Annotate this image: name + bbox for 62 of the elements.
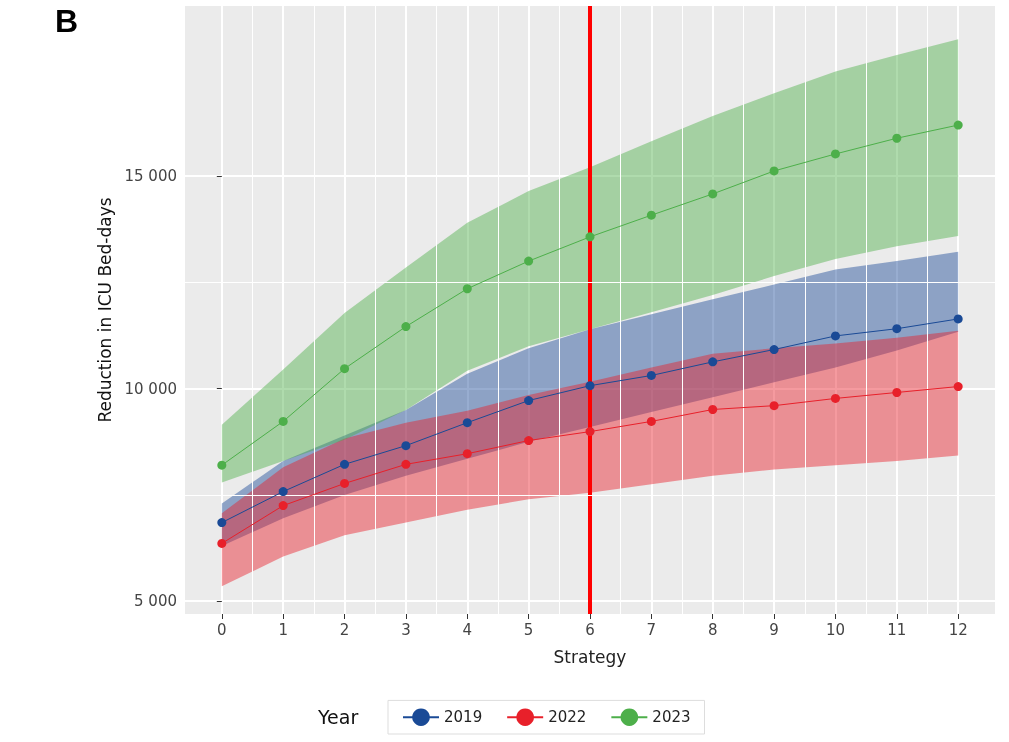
- point: [830, 331, 840, 341]
- point: [401, 322, 411, 332]
- x-axis-title: Strategy: [553, 646, 627, 667]
- point: [217, 460, 227, 470]
- x-tick-label: 8: [707, 620, 718, 639]
- point: [585, 232, 595, 242]
- point: [953, 120, 963, 130]
- point: [462, 418, 472, 428]
- y-tick-label: 15 000: [124, 167, 177, 186]
- point: [892, 133, 902, 143]
- point: [217, 538, 227, 548]
- x-tick-label: 4: [462, 620, 473, 639]
- point: [278, 501, 288, 511]
- point: [462, 284, 472, 294]
- x-tick-label: 7: [646, 620, 657, 639]
- x-tick-label: 0: [217, 620, 227, 639]
- x-tick-label: 2: [339, 620, 350, 639]
- point: [708, 404, 718, 414]
- point: [892, 387, 902, 397]
- point: [708, 357, 718, 367]
- point: [340, 364, 350, 374]
- legend-label: 2022: [548, 708, 587, 727]
- point: [769, 345, 779, 355]
- point: [769, 166, 779, 176]
- point: [708, 189, 718, 199]
- point: [830, 393, 840, 403]
- x-tick-label: 1: [278, 620, 288, 639]
- point: [585, 427, 595, 437]
- point: [340, 478, 350, 488]
- x-tick-label: 5: [523, 620, 534, 639]
- point: [646, 370, 656, 380]
- point: [462, 449, 472, 459]
- point: [524, 436, 534, 446]
- point: [278, 487, 288, 497]
- x-tick-label: 10: [825, 620, 845, 639]
- point: [953, 382, 963, 392]
- point: [585, 381, 595, 391]
- legend-label: 2023: [652, 708, 691, 727]
- point: [646, 416, 656, 426]
- point: [769, 401, 779, 411]
- point: [524, 396, 534, 406]
- x-tick-label: 3: [401, 620, 411, 639]
- x-tick-label: 6: [585, 620, 595, 639]
- point: [646, 210, 656, 220]
- chart-title: B: [55, 3, 79, 39]
- y-tick-label: 10 000: [124, 379, 177, 398]
- point: [278, 416, 288, 426]
- point: [340, 459, 350, 469]
- point: [953, 314, 963, 324]
- y-axis-title: Reduction in ICU Bed-days: [95, 197, 116, 423]
- x-tick-label: 11: [887, 620, 907, 639]
- point: [830, 149, 840, 159]
- point: [217, 518, 227, 528]
- y-tick-label: 5 000: [134, 592, 177, 611]
- point: [524, 256, 534, 266]
- point: [401, 441, 411, 451]
- x-tick-label: 12: [948, 620, 968, 639]
- legend-label: 2019: [444, 708, 483, 727]
- point: [401, 459, 411, 469]
- point: [892, 324, 902, 334]
- legend-title: Year: [317, 705, 359, 728]
- x-tick-label: 9: [769, 620, 779, 639]
